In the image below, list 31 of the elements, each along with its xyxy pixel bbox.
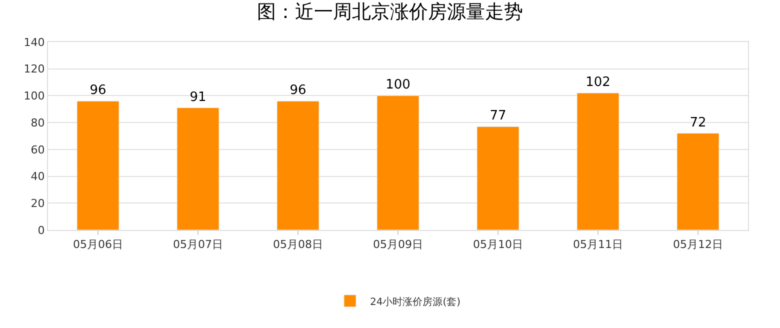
x-tick-label: 05月12日 bbox=[673, 238, 723, 252]
data-label: 102 bbox=[586, 75, 610, 90]
data-label: 77 bbox=[490, 108, 506, 124]
x-tick-label: 05月08日 bbox=[273, 238, 323, 252]
y-tick-label: 20 bbox=[30, 196, 45, 210]
y-tick-label: 100 bbox=[24, 90, 45, 103]
bar bbox=[76, 100, 120, 230]
y-tick-label: 140 bbox=[24, 36, 45, 49]
y-tick-label: 60 bbox=[30, 143, 45, 156]
x-tick-label: 05月07日 bbox=[173, 238, 223, 252]
bar bbox=[676, 133, 720, 230]
y-tick-label: 120 bbox=[24, 62, 45, 76]
bar bbox=[376, 95, 420, 230]
bar bbox=[176, 108, 220, 230]
chart-title: 图：近一周北京涨价房源量走势 bbox=[257, 1, 523, 24]
data-label: 96 bbox=[90, 83, 106, 98]
data-label: 100 bbox=[386, 78, 410, 93]
bar bbox=[476, 126, 520, 230]
data-label: 91 bbox=[190, 90, 206, 105]
y-tick-label: 40 bbox=[30, 170, 45, 184]
x-tick-label: 05月09日 bbox=[373, 238, 423, 252]
x-tick-label: 05月06日 bbox=[73, 238, 123, 252]
data-label: 96 bbox=[290, 83, 306, 98]
data-label: 72 bbox=[690, 115, 706, 130]
x-tick-label: 05月11日 bbox=[573, 238, 623, 252]
y-tick-label: 0 bbox=[38, 224, 45, 237]
bar bbox=[276, 100, 320, 230]
bar bbox=[576, 92, 620, 230]
legend-label: 24小时涨价房源(套) bbox=[370, 296, 461, 308]
y-tick-label: 80 bbox=[30, 116, 45, 130]
x-tick-label: 05月10日 bbox=[473, 238, 523, 252]
